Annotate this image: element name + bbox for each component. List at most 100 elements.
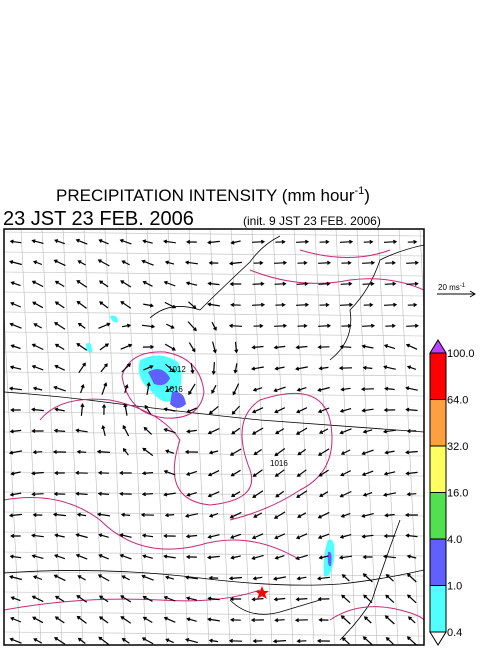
wind-arrow [10,302,22,308]
wind-arrow [251,427,264,435]
wind-arrow [340,281,353,286]
wind-arrow [362,429,373,434]
wind-arrow [98,636,110,645]
wind-arrow [274,281,287,286]
wind-arrow [54,364,65,371]
wind-arrow [252,387,263,392]
wind-arrow [340,470,352,477]
colorbar-under [429,631,447,646]
wind-arrow [363,616,372,624]
grid-line [4,591,424,597]
wind-arrow [164,343,176,351]
wind-arrow [383,239,398,244]
wind-arrow [141,492,154,497]
wind-arrow [341,323,352,328]
wind-arrow [253,512,263,518]
wind-arrow [339,239,354,244]
wind-arrow [252,302,266,307]
wind-arrow [275,302,286,307]
wind-arrow [53,574,66,582]
wind-arrow [142,280,153,287]
wind-arrow [407,616,416,624]
grid-line [4,531,424,537]
wind-arrow [185,596,198,601]
lat-lon-grid [4,229,424,645]
wind-arrow [211,384,217,394]
wind-arrow [54,533,65,538]
wind-arrow [384,513,395,518]
wind-arrow [317,345,330,350]
grid-line [314,229,336,645]
wind-arrow [80,403,85,416]
wind-arrow [76,615,87,624]
wind-arrow [339,302,354,307]
wind-arrow [141,574,154,581]
wind-arrow [252,469,263,477]
wind-arrow [141,324,156,329]
wind-arrow [165,638,174,644]
wind-arrow [233,363,238,374]
wind-arrow [77,260,86,266]
wind-arrow [119,491,132,496]
grid-line [62,229,84,645]
wind-arrow [296,576,307,581]
wind-arrow [124,384,129,393]
wind-arrow [383,407,396,413]
wind-arrow [188,342,196,353]
wind-arrow [361,470,374,477]
wind-arrow [383,344,396,350]
wind-arrow [97,574,110,582]
wind-arrow [32,512,43,518]
grid-line [230,229,252,645]
wind-arrow [297,260,308,265]
wind-arrow [75,491,88,496]
wind-arrow [164,513,175,518]
wind-arrow [229,448,242,456]
wind-arrow [77,322,86,329]
wind-arrow [228,638,243,643]
grid-line [4,251,424,257]
wind-arrow [142,344,155,350]
wind-arrow [273,597,286,602]
wind-arrow [146,381,151,396]
wind-arrow [33,323,42,329]
wind-arrow [184,260,198,265]
wind-arrow [208,638,219,643]
isobars [4,249,424,621]
wind-arrow [382,554,396,559]
wind-arrow [273,386,286,393]
wind-arrow [360,387,374,392]
grid-line [251,229,273,645]
wind-arrow [317,448,330,456]
wind-arrow [31,343,44,351]
colorbar-segment [429,352,447,400]
grid-line [335,229,357,645]
wind-arrow [297,323,308,328]
wind-arrow [385,637,394,645]
wind-arrow [8,386,22,391]
wind-arrow [229,281,242,287]
wind-arrow [142,239,153,244]
wind-arrow [382,429,396,434]
wind-arrow [297,512,307,518]
wind-arrow [54,470,65,476]
wind-arrow [185,470,198,476]
wind-arrow [295,345,308,350]
wind-arrow [297,448,307,456]
wind-arrow [75,238,88,245]
wind-arrow [119,533,132,538]
wind-arrow [406,573,417,583]
wind-arrow [184,575,198,580]
grid-line [4,311,424,317]
wind-arrow [251,407,264,414]
grid-line [4,611,424,617]
wind-arrow [363,239,374,244]
wind-arrow [33,260,43,266]
isobar-label: 1012 [168,365,186,374]
grid-line [272,229,294,645]
wind-arrow [165,386,174,392]
wind-arrow [31,428,44,434]
wind-arrow [207,617,220,622]
wind-arrow [318,469,329,477]
